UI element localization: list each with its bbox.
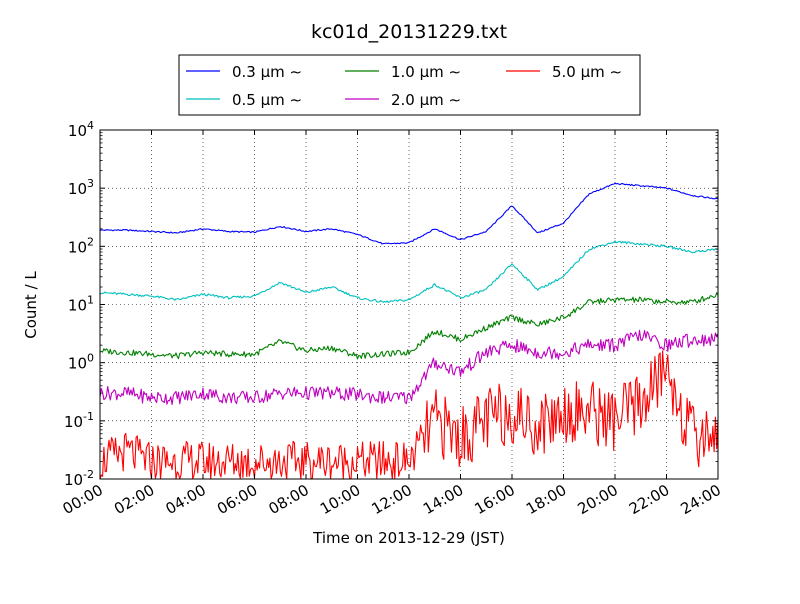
legend: 0.3 μm ∼ 1.0 μm ∼ 5.0 μm ∼ 0.5 μm ∼ 2.0 μm ∼ [178,54,641,116]
series-layer [99,182,719,480]
legend-label: 0.5 μm ∼ [232,91,302,109]
grid-layer [100,130,718,479]
y-tick-label: 10-1 [64,410,94,431]
y-tick-label: 10-2 [64,468,94,489]
y-tick-label: 102 [68,235,94,256]
tick-layer [99,129,719,480]
y-tick-label: 104 [68,119,94,140]
chart-title: kc01d_20131229.txt [311,21,507,43]
y-tick-label: 100 [68,352,94,373]
y-tick-label: 101 [68,294,94,315]
legend-label: 2.0 μm ∼ [391,91,461,109]
legend-label: 0.3 μm ∼ [232,63,302,81]
series-line [99,292,719,360]
y-tick-label: 103 [68,177,94,198]
series-line [99,350,719,480]
series-line [99,329,719,406]
legend-label: 1.0 μm ∼ [391,63,461,81]
y-axis-label: Count / L [22,271,40,339]
y-tick-labels: 10-2 10-1 100 101 102 103 104 [64,119,94,489]
series-line [100,240,719,304]
series-line [99,182,719,245]
legend-box [178,54,641,116]
x-axis-label: Time on 2013-12-29 (JST) [312,529,505,547]
legend-label: 5.0 μm ∼ [552,63,622,81]
